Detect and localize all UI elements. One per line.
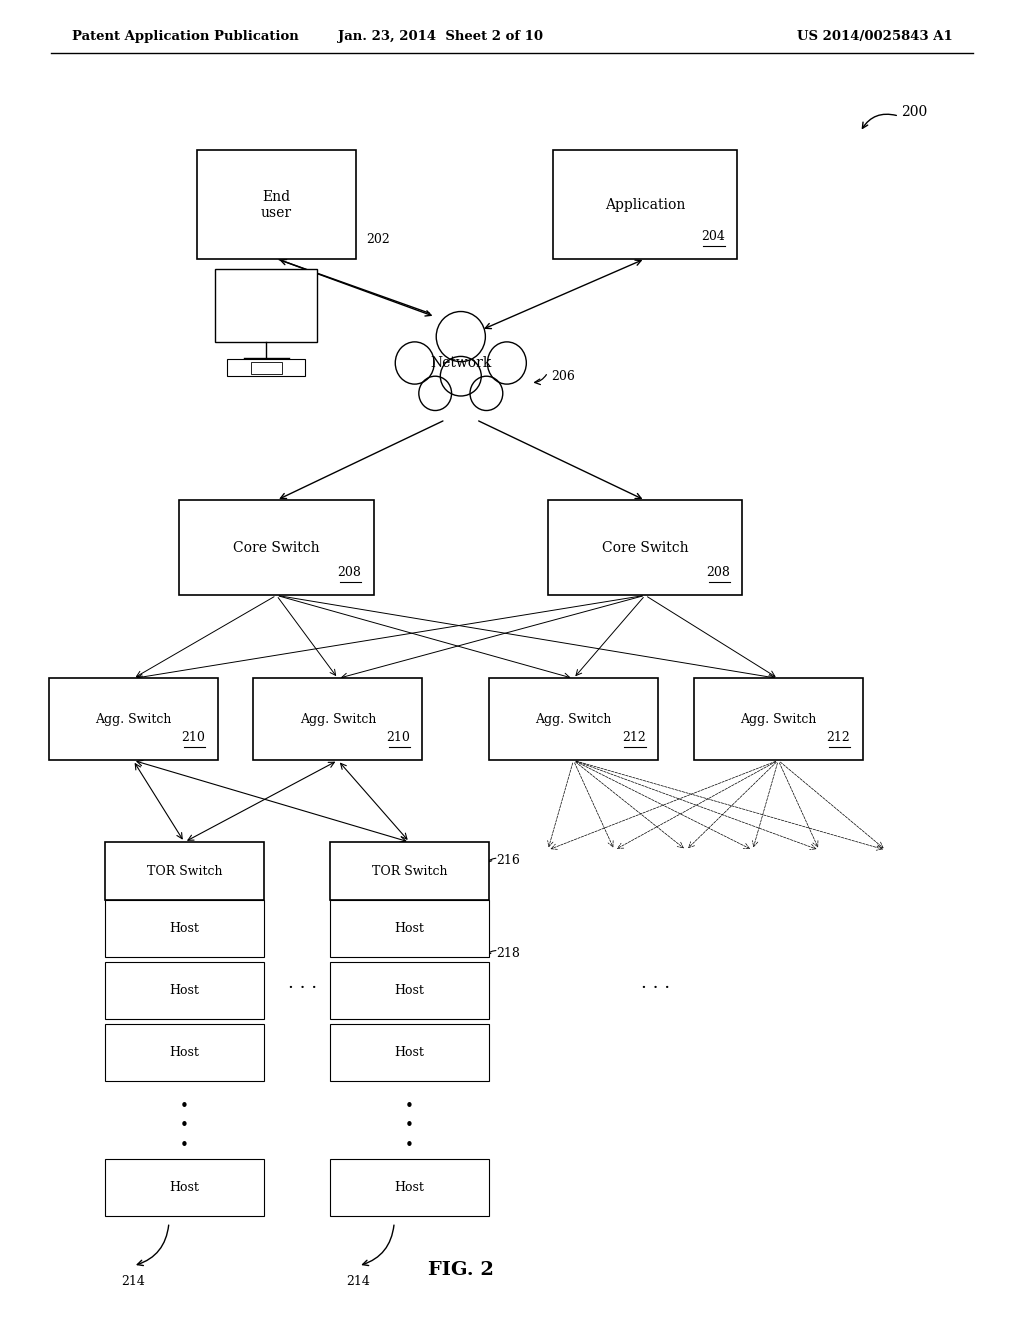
Ellipse shape — [395, 342, 434, 384]
FancyBboxPatch shape — [330, 962, 489, 1019]
Text: US 2014/0025843 A1: US 2014/0025843 A1 — [797, 30, 952, 44]
FancyBboxPatch shape — [104, 842, 264, 900]
Text: 204: 204 — [701, 230, 725, 243]
Ellipse shape — [470, 376, 503, 411]
Text: 216: 216 — [497, 854, 520, 867]
Text: TOR Switch: TOR Switch — [146, 865, 222, 878]
Text: End
user: End user — [261, 190, 292, 219]
Text: Host: Host — [169, 1047, 200, 1059]
Text: 202: 202 — [367, 232, 390, 246]
FancyBboxPatch shape — [330, 1024, 489, 1081]
Text: 218: 218 — [497, 946, 520, 960]
Text: 208: 208 — [707, 566, 730, 579]
Text: •: • — [406, 1118, 414, 1134]
Text: 210: 210 — [386, 731, 410, 744]
FancyBboxPatch shape — [489, 678, 658, 760]
FancyBboxPatch shape — [330, 842, 489, 900]
Text: Host: Host — [394, 923, 425, 935]
Text: Core Switch: Core Switch — [602, 541, 688, 554]
Text: Agg. Switch: Agg. Switch — [95, 713, 171, 726]
Text: 208: 208 — [338, 566, 361, 579]
Text: •: • — [180, 1098, 188, 1114]
Text: •: • — [180, 1118, 188, 1134]
Text: 210: 210 — [181, 731, 205, 744]
Text: Agg. Switch: Agg. Switch — [740, 713, 816, 726]
FancyBboxPatch shape — [227, 359, 305, 376]
Text: 214: 214 — [121, 1275, 145, 1288]
Ellipse shape — [487, 342, 526, 384]
Ellipse shape — [440, 356, 481, 396]
FancyBboxPatch shape — [330, 900, 489, 957]
FancyBboxPatch shape — [553, 150, 737, 259]
Text: 212: 212 — [622, 731, 646, 744]
Text: Application: Application — [605, 198, 685, 211]
FancyBboxPatch shape — [104, 900, 264, 957]
Text: FIG. 2: FIG. 2 — [428, 1261, 494, 1279]
FancyBboxPatch shape — [49, 678, 218, 760]
FancyBboxPatch shape — [548, 500, 742, 595]
Text: . . .: . . . — [641, 974, 670, 993]
FancyBboxPatch shape — [215, 269, 317, 342]
FancyBboxPatch shape — [251, 362, 282, 374]
FancyBboxPatch shape — [254, 678, 422, 760]
Text: Core Switch: Core Switch — [233, 541, 319, 554]
FancyBboxPatch shape — [104, 1159, 264, 1216]
Text: 214: 214 — [346, 1275, 371, 1288]
Text: 206: 206 — [551, 370, 574, 383]
Text: Agg. Switch: Agg. Switch — [300, 713, 376, 726]
Text: Jan. 23, 2014  Sheet 2 of 10: Jan. 23, 2014 Sheet 2 of 10 — [338, 30, 543, 44]
FancyBboxPatch shape — [104, 1024, 264, 1081]
FancyBboxPatch shape — [694, 678, 862, 760]
Ellipse shape — [419, 376, 452, 411]
Text: Agg. Switch: Agg. Switch — [536, 713, 611, 726]
Text: Network: Network — [430, 356, 492, 370]
FancyBboxPatch shape — [179, 500, 374, 595]
Text: . . .: . . . — [288, 974, 316, 993]
Text: Host: Host — [394, 1047, 425, 1059]
Text: Host: Host — [169, 923, 200, 935]
Text: Host: Host — [169, 985, 200, 997]
Text: TOR Switch: TOR Switch — [372, 865, 447, 878]
Text: 200: 200 — [901, 106, 928, 119]
Text: •: • — [406, 1098, 414, 1114]
FancyBboxPatch shape — [104, 962, 264, 1019]
FancyBboxPatch shape — [197, 150, 356, 259]
Ellipse shape — [436, 312, 485, 362]
Text: Patent Application Publication: Patent Application Publication — [72, 30, 298, 44]
Text: Host: Host — [394, 985, 425, 997]
Text: •: • — [180, 1138, 188, 1154]
Text: Host: Host — [394, 1181, 425, 1193]
Text: •: • — [406, 1138, 414, 1154]
FancyBboxPatch shape — [330, 1159, 489, 1216]
Text: Host: Host — [169, 1181, 200, 1193]
Text: 212: 212 — [826, 731, 850, 744]
